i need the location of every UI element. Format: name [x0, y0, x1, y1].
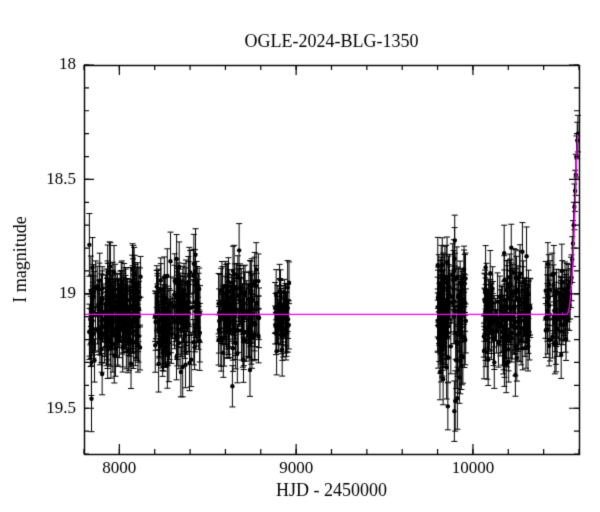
chart-canvas: [0, 0, 600, 512]
lightcurve-chart: [0, 0, 600, 512]
